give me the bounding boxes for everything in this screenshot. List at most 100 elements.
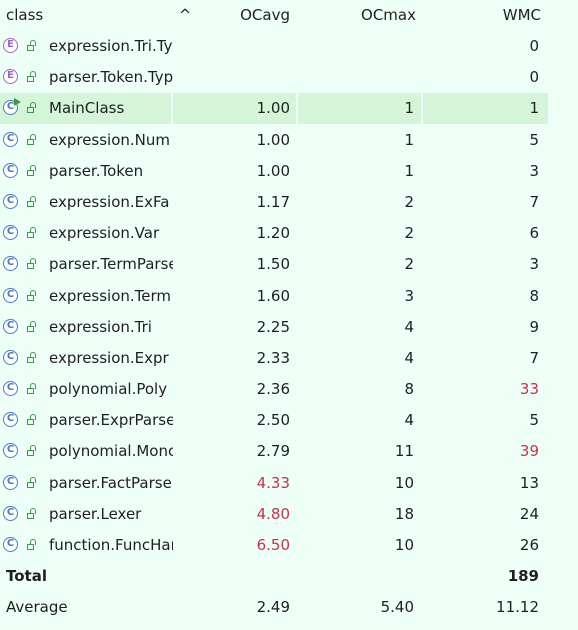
ocavg-value: 1.00 xyxy=(256,130,290,149)
ocmax-value: 8 xyxy=(404,380,414,399)
class-icon: C xyxy=(3,474,18,490)
column-header-ocavg[interactable]: OCavg xyxy=(240,6,290,24)
ocavg-value: 1.20 xyxy=(256,224,290,243)
ocavg-value: 2.25 xyxy=(256,317,290,336)
wmc-value: 3 xyxy=(529,255,539,274)
column-header-class[interactable]: class xyxy=(6,6,44,24)
class-name: polynomial.Monc xyxy=(49,442,173,461)
ocavg-value: 1.60 xyxy=(256,286,290,305)
wmc-value: 13 xyxy=(519,473,539,492)
class-icon: C xyxy=(3,131,18,147)
class-icon: C xyxy=(3,505,18,521)
column-header-wmc[interactable]: WMC xyxy=(502,6,541,24)
public-lock-icon xyxy=(26,476,38,490)
class-name: MainClass xyxy=(49,99,125,118)
ocavg-value: 2.79 xyxy=(256,442,290,461)
wmc-value: 3 xyxy=(529,161,539,180)
class-name: parser.Lexer xyxy=(49,504,142,523)
ocmax-value: 10 xyxy=(394,473,414,492)
wmc-value: 39 xyxy=(519,442,539,461)
column-header-ocmax[interactable]: OCmax xyxy=(361,6,416,24)
ocavg-value: 4.33 xyxy=(256,473,290,492)
public-lock-icon xyxy=(26,445,38,458)
class-icon: C xyxy=(3,287,18,303)
class-name: expression.Expr xyxy=(49,348,169,367)
table-row[interactable]: C MainClass 1.00 1 1 xyxy=(0,93,578,125)
public-lock-icon xyxy=(26,414,38,427)
class-icon: C xyxy=(3,412,18,428)
ocavg-value: 1.00 xyxy=(256,99,290,118)
public-lock-icon xyxy=(26,383,38,396)
ocmax-value: 3 xyxy=(404,286,414,305)
ocavg-value: 1.50 xyxy=(256,255,290,274)
class-icon: C xyxy=(3,443,18,459)
wmc-value: 24 xyxy=(519,504,539,523)
ocmax-value: 18 xyxy=(394,504,414,523)
wmc-value: 7 xyxy=(529,348,539,367)
public-lock-icon xyxy=(26,133,38,147)
class-icon: C xyxy=(3,193,18,209)
ocmax-value: 2 xyxy=(404,255,414,274)
class-icon: C xyxy=(3,381,18,397)
class-name: expression.Var xyxy=(49,224,160,243)
total-label: Total xyxy=(6,567,47,586)
class-name: expression.Tri.Ty xyxy=(49,37,173,55)
selection-highlight xyxy=(0,93,548,125)
class-name: parser.Token.Typ xyxy=(49,68,173,87)
ocmax-value: 2 xyxy=(404,192,414,211)
ocavg-value: 2.33 xyxy=(256,348,290,367)
class-icon: C xyxy=(3,349,18,365)
public-lock-icon xyxy=(26,539,38,552)
average-row: Average 2.49 5.40 11.12 xyxy=(0,592,578,623)
class-icon: C xyxy=(3,318,18,334)
wmc-value: 8 xyxy=(529,286,539,305)
ocmax-value: 4 xyxy=(404,348,414,367)
wmc-value: 5 xyxy=(529,130,539,149)
wmc-value: 1 xyxy=(529,99,539,118)
enum-icon: E xyxy=(3,69,18,85)
public-lock-icon xyxy=(26,40,38,53)
class-name: parser.FactParser xyxy=(49,473,173,492)
wmc-value: 7 xyxy=(529,192,539,211)
class-icon: C xyxy=(3,256,18,272)
wmc-value: 0 xyxy=(529,37,539,55)
average-ocavg: 2.49 xyxy=(256,598,290,617)
class-name: expression.Term xyxy=(49,286,172,305)
class-name: expression.Num xyxy=(49,130,171,149)
enum-icon: E xyxy=(3,38,18,53)
public-lock-icon xyxy=(26,258,38,271)
public-lock-icon xyxy=(26,507,38,521)
ocmax-value: 11 xyxy=(394,442,414,461)
ocavg-value: 6.50 xyxy=(256,536,290,554)
ocmax-value: 2 xyxy=(404,224,414,243)
wmc-value: 33 xyxy=(519,380,539,399)
ocavg-value: 4.80 xyxy=(256,504,290,523)
class-name: function.FuncHar xyxy=(49,536,173,554)
ocavg-value: 1.17 xyxy=(256,192,290,211)
public-lock-icon xyxy=(26,102,38,115)
table-header: class ^ OCavg OCmax WMC xyxy=(0,0,578,31)
wmc-value: 26 xyxy=(519,536,539,554)
average-label: Average xyxy=(6,598,68,617)
class-name: parser.ExprParser xyxy=(49,411,173,430)
public-lock-icon xyxy=(26,227,38,240)
sort-ascending-icon[interactable]: ^ xyxy=(178,6,192,24)
